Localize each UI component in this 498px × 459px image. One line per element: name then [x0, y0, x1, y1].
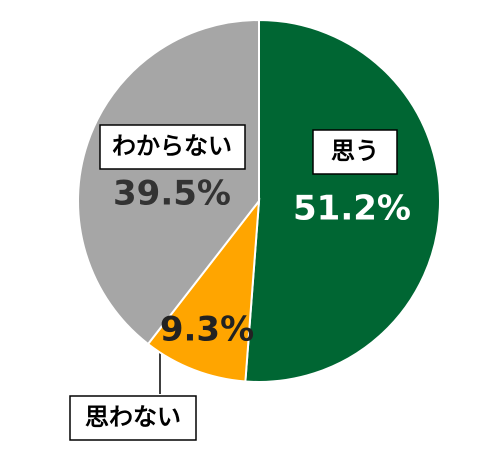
- label-box: [99, 124, 246, 170]
- pie-slice: [146, 197, 261, 383]
- label-box: [312, 129, 398, 175]
- category-label: 思う: [331, 137, 379, 165]
- value-label: 39.5%: [113, 174, 231, 214]
- pie-slice: [77, 18, 260, 346]
- category-label: わからない: [112, 132, 232, 160]
- value-label: 9.3%: [160, 310, 254, 350]
- pie-slice: [244, 18, 441, 383]
- value-label: 51.2%: [293, 189, 411, 229]
- label-box: [69, 395, 197, 441]
- category-label: 思わない: [85, 403, 181, 431]
